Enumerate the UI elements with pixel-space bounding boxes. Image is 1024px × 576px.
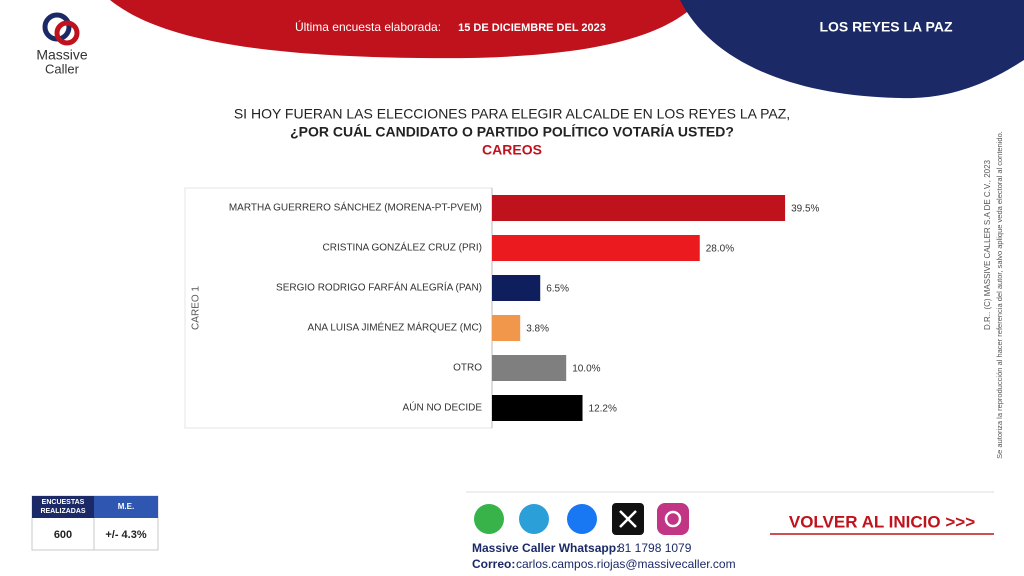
back-link[interactable]: VOLVER AL INICIO >>> [789,512,975,531]
stats-table: ENCUESTAS REALIZADAS M.E. 600 +/- 4.3% [31,495,159,551]
bar [492,315,521,341]
bar [492,395,583,421]
chart-title: SI HOY FUERAN LAS ELECCIONES PARA ELEGIR… [234,106,790,122]
reproduction-note: Se autoriza la reproducción al hacer ref… [995,131,1004,459]
header-red-shape [110,0,700,59]
value-label: 39.5% [791,204,819,215]
survey-label: Última encuesta elaborada: [295,19,441,34]
email: carlos.campos.riojas@massivecaller.com [516,557,736,571]
chart-title: ¿POR CUÁL CANDIDATO O PARTIDO POLÍTICO V… [290,124,734,140]
category-label: ANA LUISA JIMÉNEZ MÁRQUEZ (MC) [308,321,482,334]
bar [492,235,700,261]
table-cell: 600 [54,529,72,541]
value-label: 6.5% [546,284,569,295]
table-header-cell [32,496,94,518]
category-label: SERGIO RODRIGO FARFÁN ALEGRÍA (PAN) [276,281,482,294]
whatsapp-number: 81 1798 1079 [618,541,692,555]
category-label: AÚN NO DECIDE [403,401,483,414]
x-glyph [619,510,637,528]
table-cell: +/- 4.3% [105,529,146,541]
value-label: 12.2% [589,404,617,415]
table-header-wrap: ENCUESTAS REALIZADAS [40,499,86,515]
bar [492,195,786,221]
label-panel [184,187,493,429]
category-label: CRISTINA GONZÁLEZ CRUZ (PRI) [323,241,482,254]
survey-date: 15 DE DICIEMBRE DEL 2023 [458,22,606,34]
bar [492,275,541,301]
category-label: MARTHA GUERRERO SÁNCHEZ (MORENA-PT-PVEM) [229,201,482,214]
logo: Massive Caller [36,12,88,76]
instagram-icon[interactable] [657,503,689,535]
category-label: OTRO [453,363,482,374]
header-blue-shape [680,0,1024,99]
chart-subtitle: CAREOS [482,142,542,158]
social-icons [474,503,689,535]
value-label: 3.8% [526,324,549,335]
value-label: 28.0% [706,244,734,255]
whatsapp-icon[interactable] [474,504,504,534]
value-label: 10.0% [572,364,600,375]
table-header: M.E. [118,502,134,511]
table-header-cell [94,496,158,518]
copyright-note: D.R.. (C) MASSIVE CALLER S.A DE C.V., 20… [983,159,992,330]
facebook-icon[interactable] [567,504,597,534]
logo-text: Massive [36,47,88,63]
bar [492,355,567,381]
email-label: Correo: [472,557,515,571]
whatsapp-label: Massive Caller Whatsapp: [472,541,620,555]
telegram-icon[interactable] [519,504,549,534]
location: LOS REYES LA PAZ [819,19,952,35]
logo-text: Caller [45,61,80,76]
y-axis-label: CAREO 1 [191,286,202,330]
table-header: ENCUESTAS REALIZADAS [40,499,86,515]
instagram-glyph [664,510,682,528]
